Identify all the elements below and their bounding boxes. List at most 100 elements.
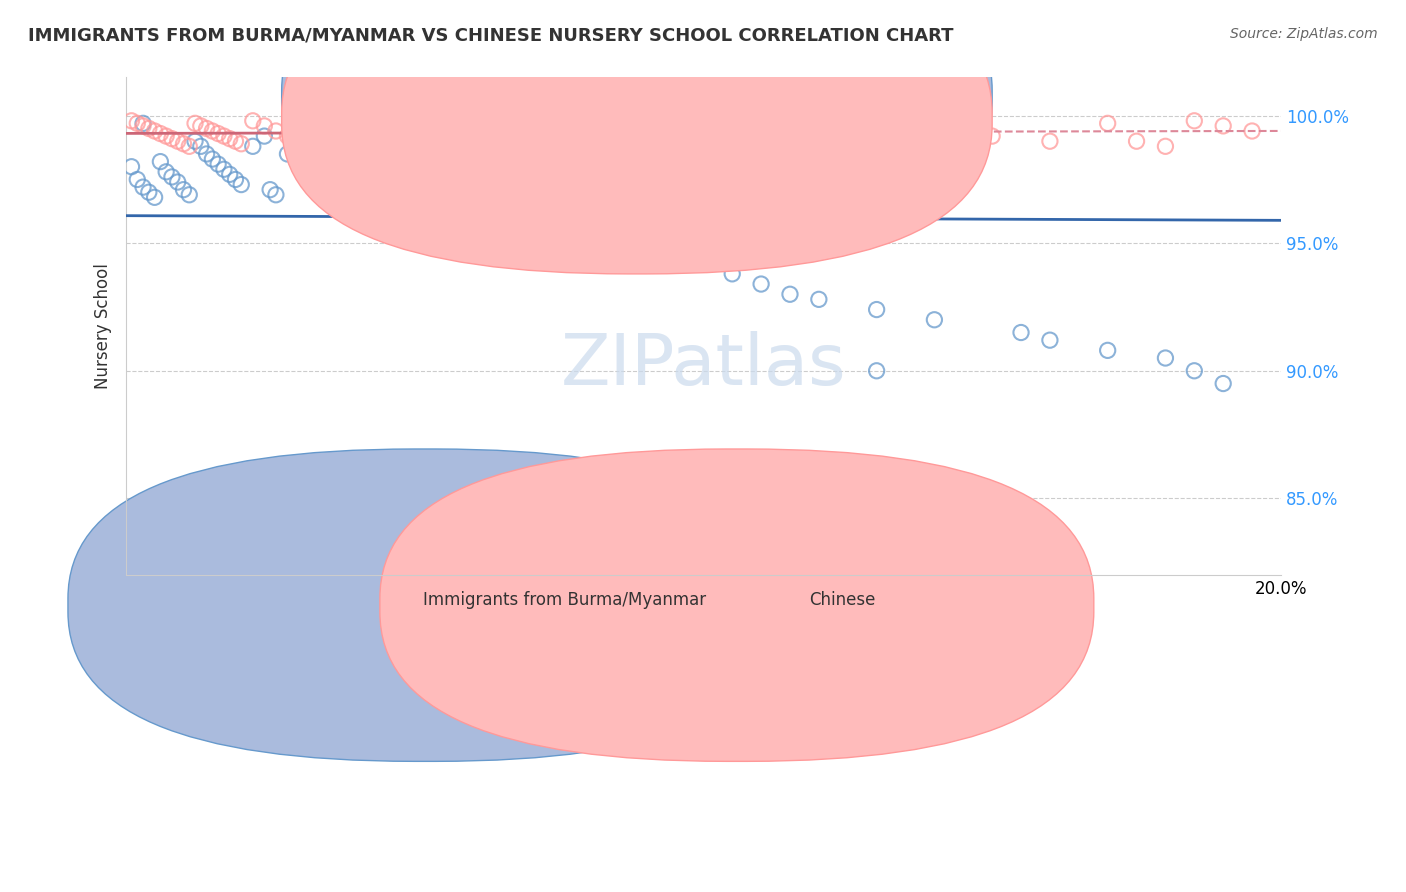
- Point: [149, 127, 172, 141]
- Point: [489, 203, 512, 218]
- Point: [190, 139, 212, 153]
- Point: [253, 129, 276, 144]
- Point: [548, 129, 571, 144]
- Point: [749, 116, 772, 130]
- Point: [368, 187, 391, 202]
- Text: Source: ZipAtlas.com: Source: ZipAtlas.com: [1230, 27, 1378, 41]
- Point: [1212, 119, 1234, 133]
- Point: [127, 116, 149, 130]
- Point: [779, 287, 801, 301]
- Point: [807, 293, 830, 307]
- Point: [404, 183, 426, 197]
- Y-axis label: Nursery School: Nursery School: [94, 263, 112, 389]
- Point: [179, 139, 201, 153]
- Point: [212, 129, 235, 144]
- Point: [264, 187, 287, 202]
- Point: [432, 134, 454, 148]
- Point: [981, 129, 1004, 144]
- Point: [576, 134, 599, 148]
- FancyBboxPatch shape: [67, 449, 782, 762]
- Text: IMMIGRANTS FROM BURMA/MYANMAR VS CHINESE NURSERY SCHOOL CORRELATION CHART: IMMIGRANTS FROM BURMA/MYANMAR VS CHINESE…: [28, 27, 953, 45]
- Point: [489, 119, 512, 133]
- Point: [404, 127, 426, 141]
- Point: [231, 178, 253, 192]
- Point: [179, 187, 201, 202]
- Point: [472, 198, 495, 212]
- Point: [519, 124, 541, 138]
- Text: ZIPatlas: ZIPatlas: [561, 332, 846, 401]
- Point: [201, 124, 224, 138]
- Point: [1182, 113, 1205, 128]
- Text: R = -0.019   N = 63: R = -0.019 N = 63: [651, 95, 828, 113]
- Point: [548, 147, 571, 161]
- Point: [335, 190, 357, 204]
- Text: R =  0.083   N = 58: R = 0.083 N = 58: [651, 117, 827, 136]
- Point: [530, 213, 553, 227]
- Point: [450, 193, 472, 207]
- Point: [721, 139, 744, 153]
- Point: [1154, 351, 1177, 365]
- Point: [218, 131, 240, 145]
- Point: [121, 160, 143, 174]
- Point: [190, 119, 212, 133]
- Point: [1039, 134, 1062, 148]
- Point: [155, 165, 177, 179]
- Point: [173, 136, 195, 151]
- Point: [242, 113, 264, 128]
- Point: [242, 139, 264, 153]
- Point: [121, 113, 143, 128]
- Point: [645, 190, 668, 204]
- Point: [548, 219, 571, 233]
- Point: [276, 129, 298, 144]
- Text: R = -0.019   N = 63: R = -0.019 N = 63: [681, 93, 858, 111]
- FancyBboxPatch shape: [380, 449, 1094, 762]
- Point: [276, 147, 298, 161]
- Point: [721, 112, 744, 126]
- Point: [508, 208, 530, 222]
- Point: [374, 129, 396, 144]
- Point: [224, 172, 246, 186]
- Point: [623, 183, 645, 197]
- Point: [461, 113, 484, 128]
- Point: [127, 172, 149, 186]
- Point: [259, 183, 281, 197]
- Point: [132, 180, 155, 194]
- Point: [288, 152, 311, 166]
- Point: [218, 167, 240, 181]
- Point: [432, 136, 454, 151]
- Point: [143, 190, 166, 204]
- Point: [316, 119, 339, 133]
- Point: [357, 180, 380, 194]
- Point: [924, 312, 946, 326]
- Point: [143, 124, 166, 138]
- FancyBboxPatch shape: [281, 0, 993, 252]
- Point: [264, 124, 287, 138]
- Text: Immigrants from Burma/Myanmar: Immigrants from Burma/Myanmar: [423, 591, 706, 608]
- Point: [299, 175, 322, 189]
- Point: [1154, 139, 1177, 153]
- Point: [865, 364, 887, 378]
- Point: [576, 223, 599, 237]
- Point: [346, 175, 368, 189]
- Point: [1097, 343, 1119, 358]
- Point: [184, 116, 207, 130]
- Point: [1039, 333, 1062, 347]
- Point: [207, 157, 229, 171]
- Point: [160, 169, 183, 184]
- Point: [865, 302, 887, 317]
- Point: [160, 131, 183, 145]
- Point: [288, 113, 311, 128]
- Text: R =  0.083   N = 58: R = 0.083 N = 58: [681, 117, 856, 136]
- Point: [138, 121, 160, 136]
- Point: [311, 183, 333, 197]
- Point: [322, 187, 344, 202]
- FancyBboxPatch shape: [612, 72, 889, 147]
- Point: [201, 152, 224, 166]
- Point: [173, 183, 195, 197]
- Point: [149, 154, 172, 169]
- Point: [1212, 376, 1234, 391]
- Point: [224, 134, 246, 148]
- Point: [1097, 116, 1119, 130]
- Point: [664, 124, 686, 138]
- Point: [1010, 326, 1032, 340]
